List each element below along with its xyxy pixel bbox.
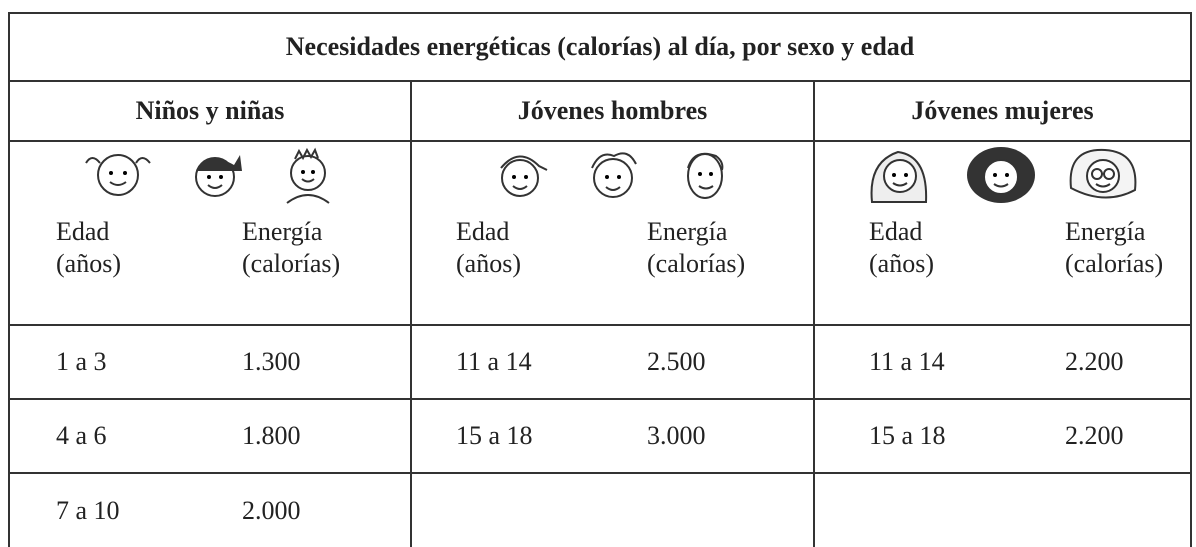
- face-icon: [1069, 148, 1137, 199]
- group-name: Jóvenes mujeres: [812, 80, 1193, 142]
- energy-cell: 3.000: [639, 399, 814, 474]
- energy-cell: 2.000: [242, 495, 301, 525]
- column-header: Edad (años): [813, 214, 1057, 326]
- energy-cell: 2.200: [1057, 325, 1193, 400]
- icon-row: [8, 141, 1193, 214]
- icons-cell: [8, 141, 412, 214]
- data-row: 4 a 6 1.800 15 a 18 3.000 15 a 18 2.200: [8, 399, 1193, 474]
- face-icon: [285, 147, 330, 204]
- empty-cell: [639, 473, 814, 547]
- icons-cell: [812, 141, 1193, 214]
- face-icon: [500, 155, 548, 197]
- energy-cell: 2.200: [1057, 399, 1193, 474]
- header-row: Edad (años) Energía (calorías) Edad (año…: [8, 214, 1193, 326]
- energy-table: Necesidades energéticas (calorías) al dí…: [7, 12, 1193, 547]
- energy-cell: 1.300: [234, 325, 411, 400]
- group-row: Niños y niñas Jóvenes hombres Jóvenes mu…: [8, 80, 1193, 142]
- group-name: Niños y niñas: [8, 80, 412, 142]
- face-icon: [590, 151, 637, 198]
- column-header: Edad (años): [8, 214, 234, 326]
- title-row: Necesidades energéticas (calorías) al dí…: [7, 12, 1193, 82]
- column-header: Energía (calorías): [1057, 214, 1193, 326]
- empty-cell: [1057, 473, 1193, 547]
- face-icon: [195, 154, 242, 197]
- column-header: Edad (años): [410, 214, 639, 326]
- age-cell: 11 a 14: [813, 325, 1057, 400]
- age-cell: 15 a 18: [410, 399, 639, 474]
- empty-cell: [410, 473, 639, 547]
- table-title: Necesidades energéticas (calorías) al dí…: [7, 12, 1193, 82]
- icons-cell: [410, 141, 815, 214]
- empty-cell: [813, 473, 1057, 547]
- age-cell: 11 a 14: [410, 325, 639, 400]
- face-icon: [687, 152, 724, 199]
- age-cell: 15 a 18: [813, 399, 1057, 474]
- group-name: Jóvenes hombres: [410, 80, 815, 142]
- energy-cell: 1.800: [234, 399, 411, 474]
- data-row: 1 a 3 1.300 11 a 14 2.500 11 a 14 2.200: [8, 325, 1193, 400]
- age-cell: 7 a 10: [8, 473, 234, 547]
- age-cell: 1 a 3: [8, 325, 234, 400]
- column-header: Energía (calorías): [234, 214, 411, 326]
- face-icon: [84, 153, 151, 196]
- energy-cell: 2.500: [639, 325, 814, 400]
- data-row: 7 a 10 2.000: [8, 473, 1193, 547]
- face-icon: [966, 146, 1035, 203]
- age-cell: 4 a 6: [8, 399, 234, 474]
- column-header: Energía (calorías): [639, 214, 814, 326]
- face-icon: [870, 150, 928, 203]
